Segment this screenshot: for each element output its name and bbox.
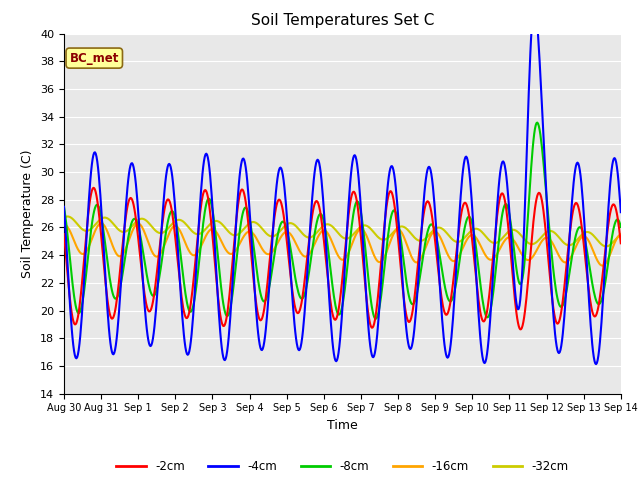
Legend: -2cm, -4cm, -8cm, -16cm, -32cm: -2cm, -4cm, -8cm, -16cm, -32cm	[111, 455, 573, 478]
Text: BC_met: BC_met	[70, 51, 119, 65]
Y-axis label: Soil Temperature (C): Soil Temperature (C)	[22, 149, 35, 278]
X-axis label: Time: Time	[327, 419, 358, 432]
Title: Soil Temperatures Set C: Soil Temperatures Set C	[251, 13, 434, 28]
